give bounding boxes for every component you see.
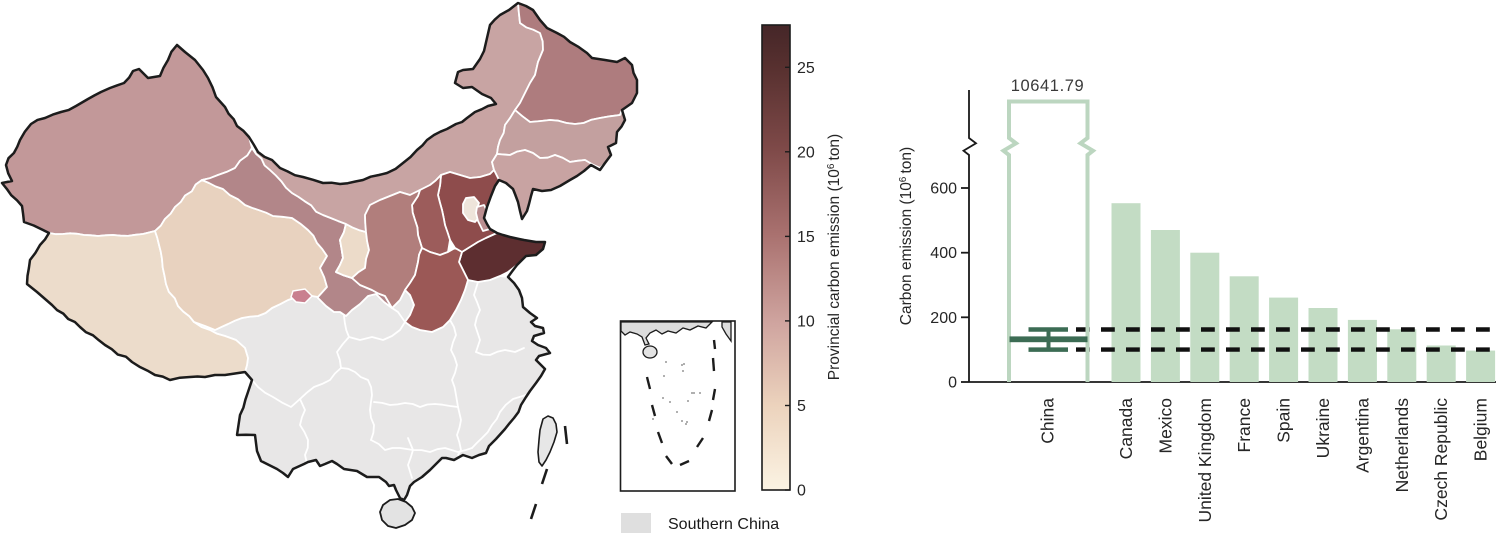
svg-text:0: 0: [948, 375, 957, 392]
svg-text:United Kingdom: United Kingdom: [1195, 398, 1215, 523]
svg-text:Provincial carbon emission (10: Provincial carbon emission (106 ton): [826, 134, 844, 380]
svg-text:0: 0: [797, 483, 806, 500]
svg-text:Ukraine: Ukraine: [1313, 398, 1333, 458]
svg-text:15: 15: [797, 229, 815, 246]
svg-text:600: 600: [930, 181, 957, 198]
svg-text:10: 10: [797, 313, 815, 330]
svg-text:Czech Republic: Czech Republic: [1431, 398, 1451, 521]
svg-text:Spain: Spain: [1274, 398, 1294, 443]
svg-text:China: China: [1038, 398, 1058, 444]
svg-text:200: 200: [930, 310, 957, 327]
svg-text:10641.79: 10641.79: [1011, 77, 1085, 95]
svg-text:Mexico: Mexico: [1155, 398, 1175, 453]
svg-text:Canada: Canada: [1116, 398, 1136, 460]
svg-text:Argentina: Argentina: [1352, 398, 1372, 473]
svg-text:Netherlands: Netherlands: [1392, 398, 1412, 493]
svg-text:Carbon emission (106 ton): Carbon emission (106 ton): [898, 147, 916, 325]
svg-text:400: 400: [930, 245, 957, 262]
svg-text:25: 25: [797, 60, 815, 77]
svg-text:France: France: [1234, 398, 1254, 452]
svg-text:Belgium: Belgium: [1471, 398, 1491, 461]
svg-text:Southern China: Southern China: [668, 516, 779, 533]
svg-text:5: 5: [797, 398, 806, 415]
svg-text:20: 20: [797, 144, 815, 161]
